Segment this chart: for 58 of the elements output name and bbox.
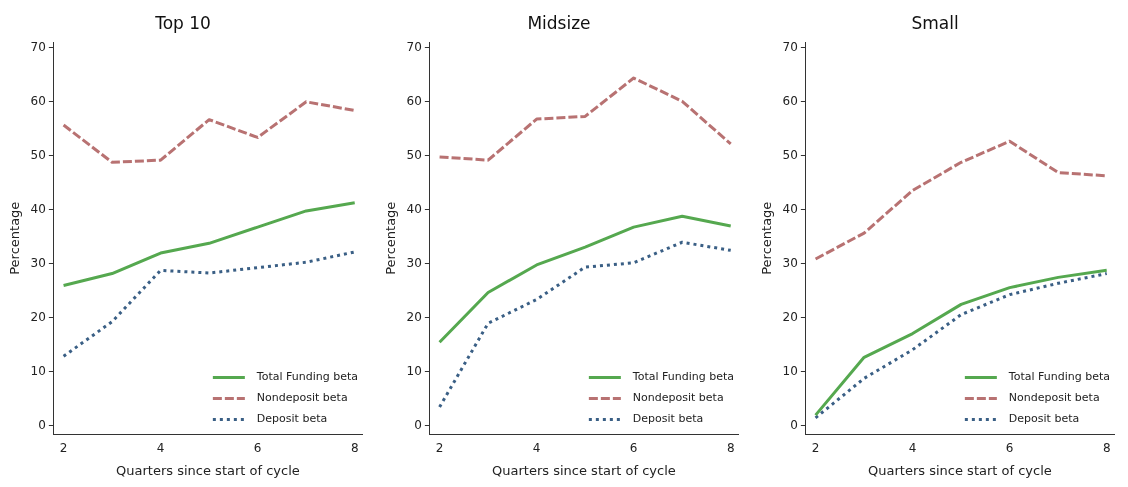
legend-label: Total Funding beta [631, 370, 735, 384]
y-tick-label: 20 [782, 310, 798, 324]
y-tick-label: 10 [406, 364, 422, 379]
y-tick-label: 60 [782, 93, 798, 108]
line-series [438, 76, 733, 162]
legend-label: Total Funding beta [1007, 370, 1111, 384]
y-tick-label: 0 [414, 418, 422, 433]
chart-title: Top 10 [154, 12, 211, 33]
chart-title: Small [911, 12, 959, 33]
x-tick-label: 8 [350, 441, 359, 456]
legend-label: Nondeposit beta [1008, 391, 1100, 405]
x-tick-label: 2 [435, 441, 444, 456]
x-tick-label: 2 [811, 441, 820, 456]
x-tick-label: 8 [1102, 441, 1111, 456]
x-axis-title: Quarters since start of cycle [868, 462, 1052, 478]
line-series [438, 240, 733, 409]
x-tick-label: 8 [726, 441, 735, 456]
y-tick-label: 0 [790, 418, 798, 433]
y-tick-label: 70 [406, 39, 422, 54]
line-series [62, 100, 357, 164]
chart-title: Midsize [527, 12, 591, 33]
y-tick-label: 10 [30, 364, 46, 379]
legend-label: Nondeposit beta [632, 391, 724, 405]
y-tick-label: 70 [782, 39, 798, 54]
y-tick-label: 50 [406, 147, 422, 162]
legend-label: Deposit beta [1008, 412, 1080, 426]
y-tick-label: 40 [30, 201, 46, 216]
x-axis-title: Quarters since start of cycle [492, 462, 676, 478]
y-tick-label: 0 [38, 418, 46, 433]
x-tick-label: 4 [908, 441, 917, 456]
y-tick-label: 40 [782, 201, 798, 216]
legend-label: Total Funding beta [255, 370, 359, 384]
y-axis-title: Percentage [383, 201, 399, 275]
x-tick-label: 4 [156, 441, 165, 456]
y-tick-label: 20 [30, 310, 46, 324]
y-axis-title: Percentage [7, 201, 23, 275]
y-tick-label: 60 [30, 93, 46, 108]
x-tick-label: 6 [253, 441, 262, 456]
y-tick-label: 10 [782, 364, 798, 379]
legend-label: Nondeposit beta [256, 391, 348, 405]
x-tick-label: 4 [532, 441, 541, 456]
y-tick-label: 40 [406, 201, 422, 216]
y-tick-label: 70 [30, 39, 46, 54]
y-tick-label: 50 [782, 147, 798, 162]
y-tick-label: 30 [782, 255, 798, 270]
y-axis-title: Percentage [759, 201, 775, 275]
y-tick-label: 30 [30, 255, 46, 270]
y-tick-label: 20 [406, 310, 422, 324]
x-tick-label: 6 [1005, 441, 1014, 456]
x-tick-label: 2 [59, 441, 68, 456]
y-tick-label: 50 [30, 147, 46, 162]
legend-label: Deposit beta [256, 412, 328, 426]
y-tick-label: 30 [406, 255, 422, 270]
y-tick-label: 60 [406, 93, 422, 108]
x-tick-label: 6 [629, 441, 638, 456]
x-axis-title: Quarters since start of cycle [116, 462, 300, 478]
legend-label: Deposit beta [632, 412, 704, 426]
line-series [62, 250, 357, 358]
